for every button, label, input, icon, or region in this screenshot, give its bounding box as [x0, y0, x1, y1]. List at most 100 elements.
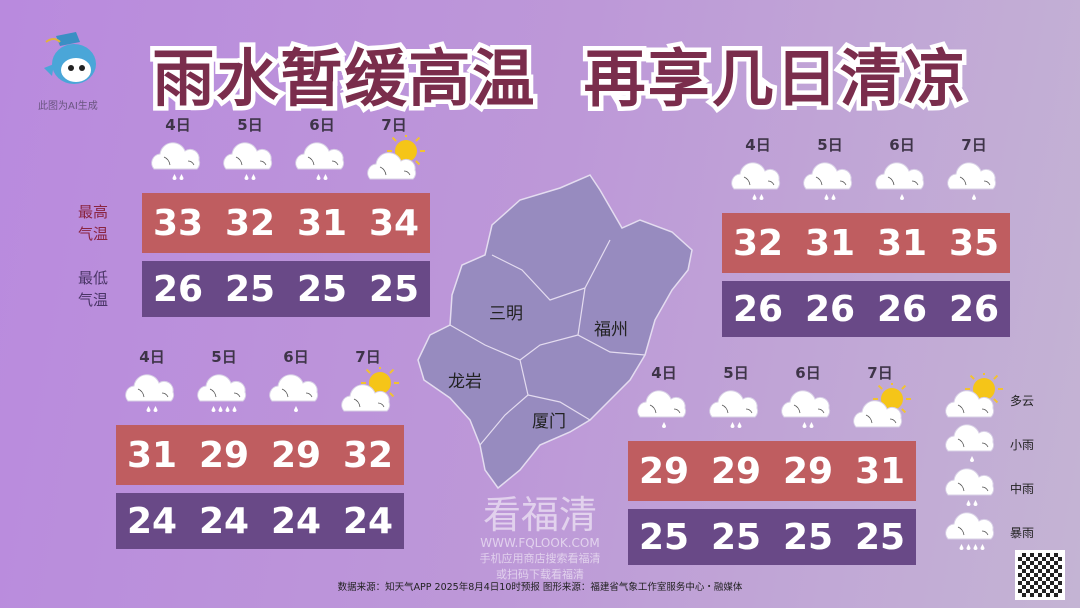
forecast-date: 5日	[817, 136, 843, 154]
low-temp-value: 25	[782, 516, 834, 558]
moderate-rain-icon	[142, 135, 214, 185]
low-temp-value: 24	[342, 500, 394, 542]
forecast-date: 7日	[961, 136, 987, 154]
forecast-date: 5日	[237, 116, 263, 134]
low-temp-value: 26	[876, 288, 928, 330]
forecast-date: 4日	[745, 136, 771, 154]
low-temp-value: 26	[948, 288, 1000, 330]
high-temp-value: 32	[224, 202, 276, 244]
map-label-xiamen: 厦门	[532, 412, 566, 432]
forecast-panel-fuzhou: 4日 5日 6日 7日 32 31 31 35 26 26 26 26	[722, 134, 1010, 337]
high-temp-value: 32	[732, 222, 784, 264]
high-temp-value: 29	[710, 450, 762, 492]
light-rain-icon	[938, 155, 1010, 205]
legend-item: 暴雨	[940, 510, 1034, 554]
light-rain-icon	[260, 367, 332, 417]
low-temp-value: 25	[638, 516, 690, 558]
partly-cloudy-icon	[332, 367, 404, 417]
high-temp-value: 29	[270, 434, 322, 476]
forecast-date: 5日	[211, 348, 237, 366]
partly-cloudy-icon	[358, 135, 430, 185]
forecast-panel-longyan: 4日 5日 6日 7日 31 29 29 32 24 24 24 24	[116, 346, 404, 549]
legend-label: 暴雨	[1010, 525, 1035, 540]
map-label-fuzhou: 福州	[594, 320, 628, 340]
qr-code[interactable]	[1015, 550, 1065, 600]
low-temp-value: 25	[224, 268, 276, 310]
forecast-date: 6日	[795, 364, 821, 382]
high-temp-value: 29	[782, 450, 834, 492]
moderate-rain-icon	[214, 135, 286, 185]
high-temp-value: 33	[152, 202, 204, 244]
legend-item: 多云	[940, 370, 1035, 422]
forecast-date: 6日	[309, 116, 335, 134]
partly-cloudy-icon	[844, 383, 916, 433]
high-temp-value: 31	[296, 202, 348, 244]
forecast-date: 6日	[889, 136, 915, 154]
high-temp-row: 33 32 31 34	[142, 193, 430, 253]
moderate-rain-icon	[722, 155, 794, 205]
low-temp-row: 26 25 25 25	[142, 261, 430, 317]
legend-label: 多云	[1010, 393, 1035, 408]
forecast-date: 4日	[139, 348, 165, 366]
low-temp-value: 25	[710, 516, 762, 558]
high-temp-value: 35	[948, 222, 1000, 264]
legend-item: 小雨	[940, 422, 1034, 466]
low-temp-row: 24 24 24 24	[116, 493, 404, 549]
mascot-logo	[36, 28, 106, 92]
moderate-rain-icon	[700, 383, 772, 433]
page-title: 雨水暂缓高温 再享几日清凉	[148, 38, 970, 120]
forecast-date: 5日	[723, 364, 749, 382]
moderate-rain-icon	[286, 135, 358, 185]
high-temp-value: 31	[126, 434, 178, 476]
partly-cloudy-icon	[940, 370, 1004, 427]
low-temp-value: 25	[296, 268, 348, 310]
moderate-rain-icon	[116, 367, 188, 417]
low-temp-value: 26	[804, 288, 856, 330]
low-temp-row: 26 26 26 26	[722, 281, 1010, 337]
weather-legend: 多云 小雨 中雨 暴雨	[940, 370, 1035, 554]
low-temp-value: 25	[854, 516, 906, 558]
high-temp-value: 31	[854, 450, 906, 492]
forecast-date: 4日	[651, 364, 677, 382]
legend-label: 小雨	[1010, 437, 1035, 452]
low-temp-value: 24	[270, 500, 322, 542]
heavy-rain-icon	[188, 367, 260, 417]
map-label-longyan: 龙岩	[448, 372, 482, 392]
watermark: 看福清 WWW.FQLOOK.COM 手机应用商店搜索看福清 或扫码下载看福清	[479, 493, 601, 581]
moderate-rain-icon	[940, 461, 1004, 515]
high-temp-value: 32	[342, 434, 394, 476]
forecast-date: 4日	[165, 116, 191, 134]
low-temp-label: 最低 气温	[78, 269, 109, 309]
legend-item: 中雨	[940, 466, 1034, 510]
heavy-rain-icon	[940, 505, 1004, 559]
data-source-footer: 数据来源：知天气APP 2025年8月4日10时预报 图形来源：福建省气象工作室…	[337, 582, 743, 593]
high-temp-value: 34	[368, 202, 420, 244]
light-rain-icon	[866, 155, 938, 205]
map-label-sanming: 三明	[489, 304, 523, 324]
low-temp-row: 25 25 25 25	[628, 509, 916, 565]
high-temp-row: 32 31 31 35	[722, 213, 1010, 273]
low-temp-value: 26	[732, 288, 784, 330]
low-temp-value: 26	[152, 268, 204, 310]
high-temp-value: 31	[804, 222, 856, 264]
light-rain-icon	[628, 383, 700, 433]
forecast-date: 7日	[867, 364, 893, 382]
low-temp-value: 24	[126, 500, 178, 542]
low-temp-value: 25	[368, 268, 420, 310]
low-temp-value: 24	[198, 500, 250, 542]
forecast-panel-sanming: 4日 5日 6日 7日 33 32 31 34 26 25 25 25	[142, 114, 430, 317]
forecast-date: 7日	[355, 348, 381, 366]
moderate-rain-icon	[794, 155, 866, 205]
fujian-map	[417, 174, 693, 490]
ai-generated-note: 此图为AI生成	[38, 101, 98, 112]
light-rain-icon	[940, 417, 1004, 471]
forecast-date: 6日	[283, 348, 309, 366]
high-temp-row: 29 29 29 31	[628, 441, 916, 501]
forecast-panel-xiamen: 4日 5日 6日 7日 29 29 29 31 25 25 25 25	[628, 362, 916, 565]
high-temp-value: 31	[876, 222, 928, 264]
high-temp-value: 29	[198, 434, 250, 476]
forecast-date: 7日	[381, 116, 407, 134]
legend-label: 中雨	[1010, 481, 1035, 496]
high-temp-row: 31 29 29 32	[116, 425, 404, 485]
high-temp-label: 最高 气温	[78, 203, 109, 243]
